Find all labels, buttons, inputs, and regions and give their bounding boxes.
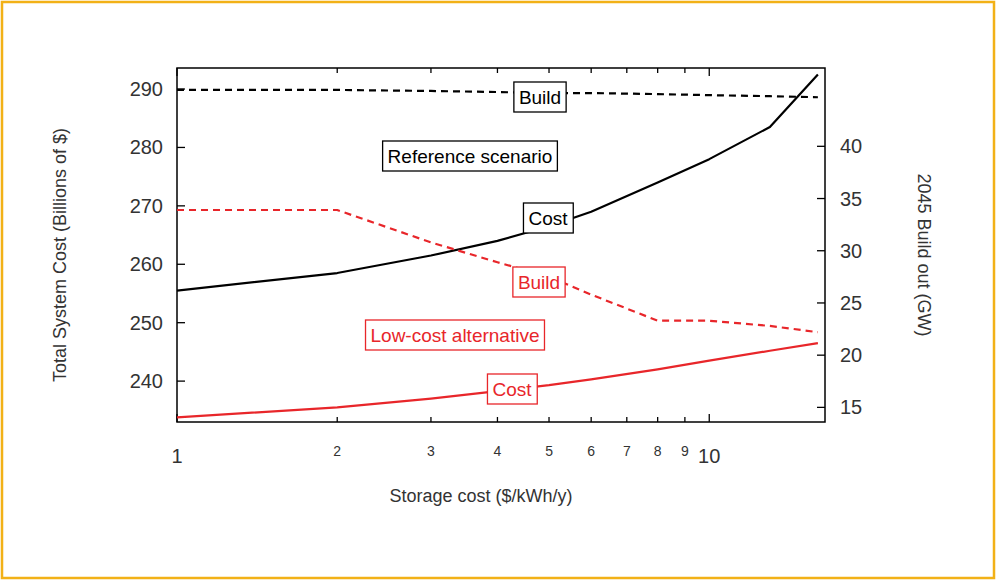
series-group	[177, 74, 818, 417]
y2-tick-label: 20	[840, 344, 862, 366]
y2-tick	[817, 302, 825, 303]
x-tick-top	[430, 68, 431, 73]
y2-tick	[817, 146, 825, 147]
y-tick	[177, 264, 185, 265]
x-tick	[709, 414, 710, 422]
series-line	[177, 210, 818, 332]
annotation-box	[513, 267, 565, 297]
x-tick	[430, 417, 431, 422]
annotation-box	[487, 374, 537, 404]
annotation: Build	[514, 82, 566, 112]
x-tick-label: 6	[587, 443, 595, 459]
x-tick-label: 5	[545, 443, 553, 459]
y-tick	[177, 380, 185, 381]
annotation: Build	[513, 267, 565, 297]
y-tick	[177, 205, 185, 206]
y2-tick	[817, 250, 825, 251]
x-tick	[591, 417, 592, 422]
annotation-box	[383, 141, 558, 171]
x-tick	[657, 417, 658, 422]
y-tick-label: 290	[130, 78, 163, 100]
annotation-text: Low-cost alternative	[371, 325, 540, 346]
y-tick-label: 250	[130, 312, 163, 334]
x-tick-label: 7	[623, 443, 631, 459]
annotation-text: Build	[518, 272, 560, 293]
x-tick-label: 1	[171, 445, 182, 467]
y2-tick	[817, 198, 825, 199]
outer-frame	[2, 2, 994, 578]
y2-tick-label: 25	[840, 292, 862, 314]
y2-axis-title: 2045 Build out (GW)	[914, 173, 934, 336]
y2-tick	[817, 407, 825, 408]
y2-tick-label: 40	[840, 135, 862, 157]
annotation: Cost	[487, 374, 537, 404]
x-tick-label: 10	[698, 445, 720, 467]
y-tick-label: 280	[130, 136, 163, 158]
y2-tick-label: 15	[840, 396, 862, 418]
series-line	[177, 74, 818, 290]
x-tick-label: 9	[681, 443, 689, 459]
annotation-text: Cost	[492, 379, 532, 400]
series-line	[177, 343, 818, 417]
y-tick	[177, 322, 185, 323]
x-tick-label: 4	[494, 443, 502, 459]
y-tick-label: 270	[130, 195, 163, 217]
annotation: Reference scenario	[383, 141, 558, 171]
y2-tick-label: 35	[840, 188, 862, 210]
annotation: Cost	[523, 203, 573, 233]
x-tick-top	[684, 68, 685, 73]
x-tick-top	[497, 68, 498, 73]
y-tick-label: 260	[130, 253, 163, 275]
annotation-box	[366, 320, 545, 350]
x-tick	[684, 417, 685, 422]
annotation-box	[523, 203, 573, 233]
y-axis-title: Total System Cost (Billions of $)	[50, 128, 70, 382]
x-tick-label: 8	[654, 443, 662, 459]
y2-tick-label: 30	[840, 240, 862, 262]
x-tick-top	[709, 68, 710, 76]
annotation-box	[514, 82, 566, 112]
x-tick-top	[657, 68, 658, 73]
series-line	[177, 90, 818, 97]
x-tick-label: 3	[427, 443, 435, 459]
x-tick	[337, 417, 338, 422]
x-tick-top	[591, 68, 592, 73]
y2-tick	[817, 355, 825, 356]
annotation: Low-cost alternative	[366, 320, 545, 350]
y-tick	[177, 147, 185, 148]
chart: 1 2 3 4 5 6 7 8 9 10 240 250 260 270 280 290 15 20 25 30 35 4…	[0, 0, 996, 580]
y-tick-label: 240	[130, 370, 163, 392]
annotation-text: Cost	[528, 208, 568, 229]
annotation-text: Reference scenario	[388, 146, 553, 167]
x-tick	[626, 417, 627, 422]
x-tick-top	[548, 68, 549, 73]
annotation-text: Build	[519, 87, 561, 108]
plot-frame	[177, 68, 825, 422]
x-tick-top	[626, 68, 627, 73]
x-tick	[497, 417, 498, 422]
x-tick-label: 2	[333, 443, 341, 459]
x-tick-top	[337, 68, 338, 73]
x-axis-title: Storage cost ($/kWh/y)	[389, 486, 572, 506]
x-tick-top	[176, 68, 177, 76]
x-tick	[548, 417, 549, 422]
